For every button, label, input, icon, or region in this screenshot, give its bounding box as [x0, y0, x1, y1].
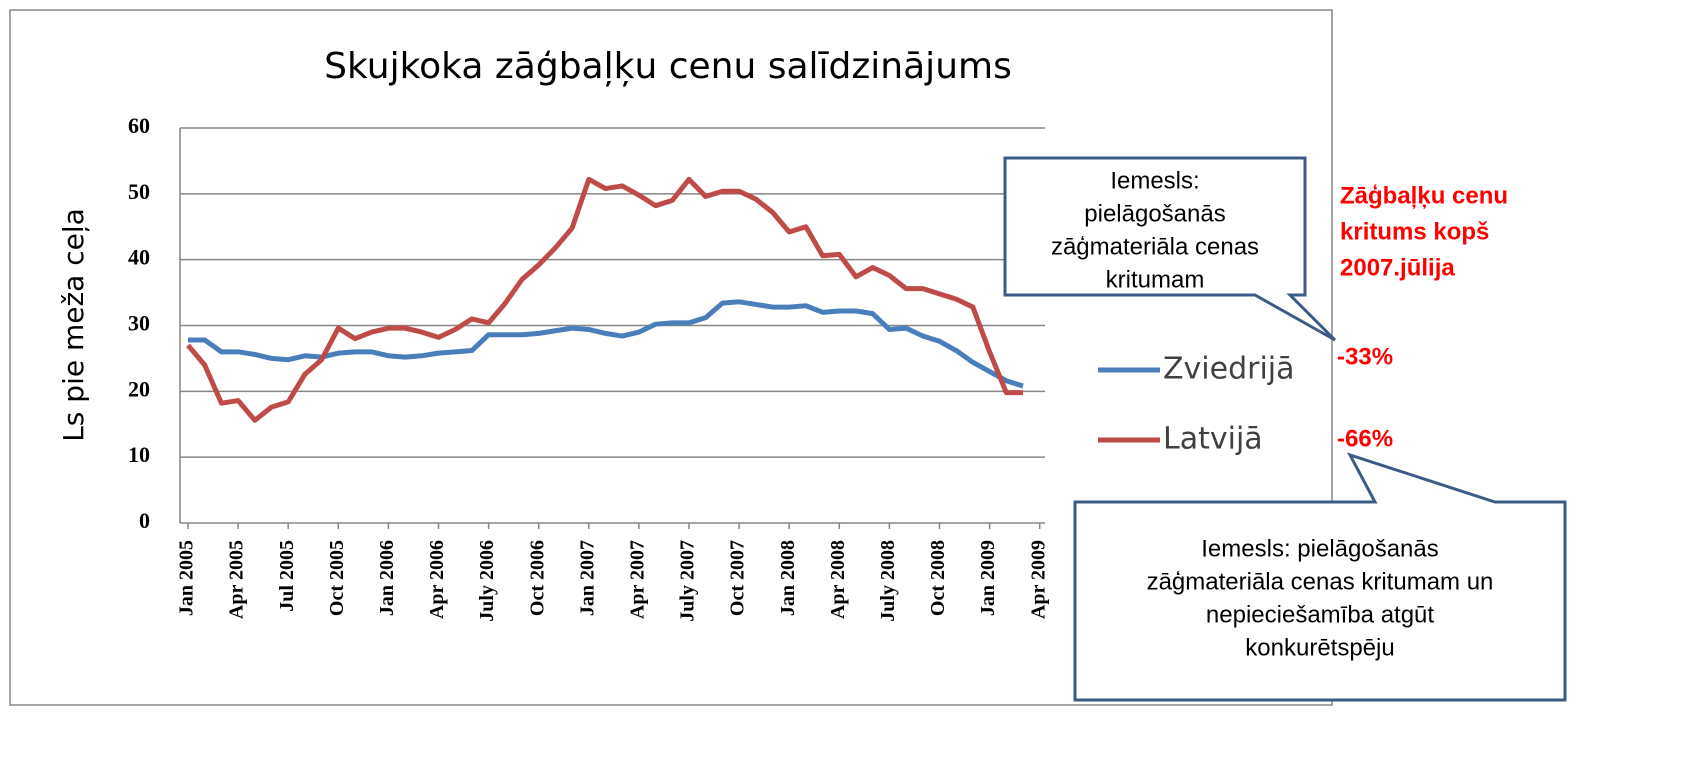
y-tick-label: 50 — [128, 179, 150, 204]
y-tick-label: 20 — [128, 376, 150, 401]
y-tick-label: 40 — [128, 245, 150, 270]
series-line — [186, 176, 1023, 423]
x-tick-label: Apr 2008 — [827, 540, 849, 619]
legend-label: Latvijā — [1163, 422, 1263, 457]
note-text: 2007.jūlija — [1340, 254, 1455, 281]
x-tick-label: July 2008 — [877, 540, 899, 622]
legend-label: Zviedrijā — [1163, 352, 1295, 387]
chart-title: Skujkoka zāģbaļķu cenu salīdzinājums — [324, 46, 1012, 87]
callout-text: Iemesls: pielāgošanās — [1201, 535, 1438, 562]
change-label: -66% — [1337, 425, 1393, 452]
callout-text: nepieciešamība atgūt — [1206, 601, 1434, 628]
callout-box — [1003, 156, 1337, 342]
x-tick-label: Oct 2008 — [927, 540, 949, 616]
x-tick-label: Jul 2005 — [276, 540, 298, 612]
callout-text: pielāgošanās — [1084, 200, 1225, 227]
callout-text: zāģmateriāla cenas kritumam un — [1147, 568, 1494, 595]
x-tick-label: Jan 2008 — [777, 540, 799, 616]
x-tick-label: July 2006 — [476, 540, 498, 622]
y-axis-label: Ls pie meža ceļa — [57, 208, 90, 442]
y-tick-label: 30 — [128, 311, 150, 336]
y-tick-label: 60 — [128, 113, 150, 138]
x-tick-label: Apr 2007 — [626, 540, 648, 619]
note-text: kritums kopš — [1340, 218, 1489, 245]
callout-text: Iemesls: — [1110, 167, 1199, 194]
x-tick-label: Jan 2007 — [576, 540, 598, 616]
annotations: Iemesls: pielāgošanās zāģmateriāla cenas kr… — [1051, 167, 1508, 661]
callout-text: konkurētspēju — [1245, 634, 1394, 661]
callout-box — [1073, 452, 1567, 702]
note-text: Zāģbaļķu cenu — [1340, 182, 1508, 209]
x-tick-label: Apr 2009 — [1027, 540, 1049, 619]
x-tick-label: Oct 2006 — [526, 540, 548, 616]
x-tick-label: Jan 2009 — [977, 540, 999, 616]
x-tick-label: Jan 2005 — [176, 540, 198, 616]
x-tick-label: July 2007 — [677, 540, 699, 622]
x-tick-label: Apr 2005 — [226, 540, 248, 619]
y-tick-label: 0 — [139, 508, 150, 533]
callout-text: zāģmateriāla cenas — [1051, 233, 1259, 260]
series-line — [188, 299, 1024, 389]
callout-text: kritumam — [1106, 266, 1205, 293]
x-tick-label: Apr 2006 — [426, 540, 448, 619]
x-tick-label: Oct 2007 — [727, 540, 749, 616]
change-label: -33% — [1337, 343, 1393, 370]
plot: 0 10 20 30 40 50 60 Jan 2005 Apr 2005 Jul 2005 Oct… — [128, 113, 1049, 622]
legend: Zviedrijā Latvijā — [1098, 352, 1295, 457]
x-tick-label: Jan 2006 — [376, 540, 398, 616]
y-tick-label: 10 — [128, 442, 150, 467]
x-tick-label: Oct 2005 — [326, 540, 348, 616]
